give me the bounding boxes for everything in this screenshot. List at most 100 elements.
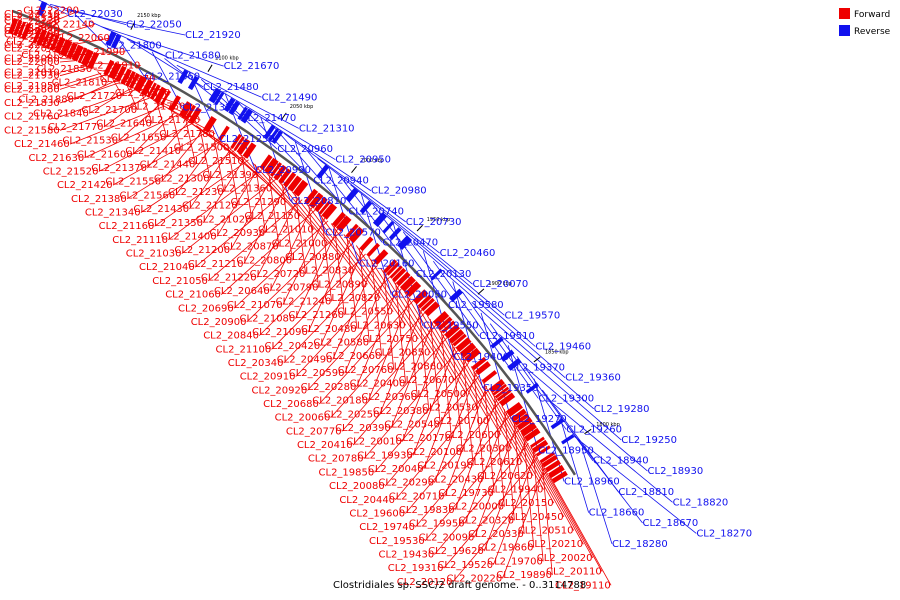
- forward-gene-label[interactable]: CL2_21210: [188, 259, 244, 270]
- forward-gene-label[interactable]: CL2_20880: [285, 252, 341, 263]
- forward-gene-label[interactable]: CL2_20250: [324, 409, 380, 420]
- forward-gene-label[interactable]: CL2_21160: [99, 221, 155, 232]
- forward-gene-label[interactable]: CL2_21150: [244, 211, 300, 222]
- forward-gene-label[interactable]: CL2_21930: [4, 71, 60, 82]
- forward-gene-label[interactable]: CL2_22080: [4, 54, 60, 65]
- reverse-gene-label[interactable]: CL2_20740: [348, 207, 404, 218]
- forward-gene-label[interactable]: CL2_20510: [518, 526, 574, 537]
- forward-gene-label[interactable]: CL2_20010: [346, 437, 402, 448]
- forward-gene-label[interactable]: CL2_22220: [4, 16, 60, 27]
- reverse-gene-label[interactable]: CL2_18670: [643, 518, 699, 529]
- forward-gene-label[interactable]: CL2_20330: [468, 529, 524, 540]
- reverse-gene-label[interactable]: CL2_18810: [618, 487, 674, 498]
- forward-gene-label[interactable]: CL2_21750: [130, 101, 186, 112]
- reverse-gene-label[interactable]: CL2_19250: [621, 435, 677, 446]
- forward-gene-label[interactable]: CL2_20280: [301, 382, 357, 393]
- forward-gene-label[interactable]: CL2_19850: [319, 467, 375, 478]
- forward-gene-label[interactable]: CL2_21500: [174, 143, 230, 154]
- forward-gene-label[interactable]: CL2_22130: [4, 13, 60, 24]
- reverse-gene-label[interactable]: CL2_19460: [535, 342, 591, 353]
- forward-gene-label[interactable]: CL2_20630: [350, 320, 406, 331]
- forward-gene-label[interactable]: CL2_20190: [417, 461, 473, 472]
- reverse-gene-label[interactable]: CL2_20460: [440, 248, 496, 259]
- forward-gene-label[interactable]: CL2_20870: [223, 242, 279, 253]
- reverse-gene-label[interactable]: CL2_21670: [224, 61, 280, 72]
- forward-gene-label[interactable]: CL2_20440: [339, 495, 395, 506]
- forward-gene-label[interactable]: CL2_21430: [133, 204, 189, 215]
- reverse-gene-label[interactable]: CL2_21250: [219, 134, 275, 145]
- forward-gene-label[interactable]: CL2_19740: [359, 522, 415, 533]
- forward-gene-label[interactable]: CL2_20660: [326, 351, 382, 362]
- forward-gene-label[interactable]: CL2_21370: [91, 163, 147, 174]
- forward-gene-label[interactable]: CL2_19830: [399, 505, 455, 516]
- forward-gene-label[interactable]: CL2_20620: [477, 471, 533, 482]
- forward-gene-label[interactable]: CL2_21810: [52, 78, 108, 89]
- forward-gene-label[interactable]: CL2_21070: [227, 300, 283, 311]
- reverse-gene-label[interactable]: CL2_18940: [593, 456, 649, 467]
- forward-gene-label[interactable]: CL2_21830: [4, 98, 60, 109]
- forward-gene-label[interactable]: CL2_20210: [527, 539, 583, 550]
- reverse-gene-label[interactable]: CL2_20050: [391, 290, 447, 301]
- forward-gene-label[interactable]: CL2_20610: [467, 457, 523, 468]
- forward-gene-label[interactable]: CL2_20920: [252, 385, 308, 396]
- forward-gene-label[interactable]: CL2_21010: [258, 225, 314, 236]
- forward-gene-label[interactable]: CL2_21340: [85, 207, 141, 218]
- forward-gene-label[interactable]: CL2_21560: [119, 190, 175, 201]
- forward-gene-label[interactable]: CL2_19600: [349, 508, 405, 519]
- reverse-gene-label[interactable]: CL2_21800: [106, 40, 162, 51]
- forward-gene-label[interactable]: CL2_20360: [361, 392, 417, 403]
- forward-gene-label[interactable]: CL2_20090: [419, 532, 475, 543]
- reverse-gene-label[interactable]: CL2_19550: [423, 321, 479, 332]
- forward-gene-label[interactable]: CL2_20540: [384, 420, 440, 431]
- forward-gene-label[interactable]: CL2_20900: [191, 317, 247, 328]
- reverse-gene-label[interactable]: CL2_21310: [299, 123, 355, 134]
- forward-gene-label[interactable]: CL2_21020: [196, 214, 252, 225]
- forward-gene-label[interactable]: CL2_21900: [21, 50, 77, 61]
- forward-gene-label[interactable]: CL2_20700: [433, 416, 489, 427]
- forward-gene-label[interactable]: CL2_22210: [4, 9, 60, 20]
- forward-gene-label[interactable]: CL2_19310: [388, 563, 444, 574]
- forward-gene-label[interactable]: CL2_19700: [487, 556, 543, 567]
- forward-gene-label[interactable]: CL2_20830: [298, 266, 354, 277]
- reverse-gene-label[interactable]: CL2_18820: [673, 497, 729, 508]
- forward-gene-label[interactable]: CL2_20220: [447, 573, 503, 584]
- reverse-gene-label[interactable]: CL2_18660: [589, 508, 645, 519]
- forward-gene-label[interactable]: CL2_20120: [397, 577, 453, 588]
- reverse-gene-label[interactable]: CL2_19370: [509, 362, 565, 373]
- forward-gene-label[interactable]: CL2_19890: [496, 570, 552, 581]
- forward-gene-label[interactable]: CL2_19930: [357, 450, 413, 461]
- forward-gene-label[interactable]: CL2_21110: [112, 235, 168, 246]
- reverse-gene-label[interactable]: CL2_18950: [538, 445, 594, 456]
- forward-gene-label[interactable]: CL2_21980: [6, 36, 62, 47]
- forward-gene-label[interactable]: CL2_21090: [252, 327, 308, 338]
- forward-gene-label[interactable]: CL2_20420: [264, 341, 320, 352]
- forward-gene-label[interactable]: CL2_20500: [410, 389, 466, 400]
- reverse-gene-label[interactable]: CL2_20960: [277, 144, 333, 155]
- forward-gene-label[interactable]: CL2_20080: [329, 481, 385, 492]
- forward-gene-label[interactable]: CL2_21950: [4, 81, 60, 92]
- reverse-gene-label[interactable]: CL2_19280: [594, 404, 650, 415]
- reverse-gene-label[interactable]: CL2_18270: [696, 528, 752, 539]
- forward-gene-label[interactable]: CL2_20340: [228, 358, 284, 369]
- forward-gene-label[interactable]: CL2_19530: [369, 536, 425, 547]
- forward-gene-label[interactable]: CL2_21390: [202, 170, 258, 181]
- forward-gene-label[interactable]: CL2_21100: [216, 344, 272, 355]
- forward-gene-label[interactable]: CL2_21360: [216, 184, 272, 195]
- forward-gene-label[interactable]: CL2_21990: [69, 47, 125, 58]
- reverse-gene-label[interactable]: CL2_20950: [335, 155, 391, 166]
- forward-gene-label[interactable]: CL2_19950: [409, 519, 465, 530]
- forward-gene-label[interactable]: CL2_21760: [4, 112, 60, 123]
- forward-gene-label[interactable]: CL2_20100: [406, 447, 462, 458]
- forward-gene-label[interactable]: CL2_21630: [28, 153, 84, 164]
- forward-gene-label[interactable]: CL2_21220: [201, 272, 257, 283]
- forward-gene-label[interactable]: CL2_19430: [378, 550, 434, 561]
- forward-gene-label[interactable]: CL2_20710: [389, 491, 445, 502]
- forward-gene-label[interactable]: CL2_21580: [4, 125, 60, 136]
- forward-gene-label[interactable]: CL2_21420: [57, 180, 113, 191]
- forward-gene-label[interactable]: CL2_22160: [4, 40, 60, 51]
- forward-gene-label[interactable]: CL2_21400: [161, 231, 217, 242]
- forward-gene-label[interactable]: CL2_22010: [4, 67, 60, 78]
- forward-gene-label[interactable]: CL2_20410: [297, 440, 353, 451]
- reverse-gene-label[interactable]: CL2_18280: [612, 539, 668, 550]
- forward-gene-label[interactable]: CL2_20760: [338, 365, 394, 376]
